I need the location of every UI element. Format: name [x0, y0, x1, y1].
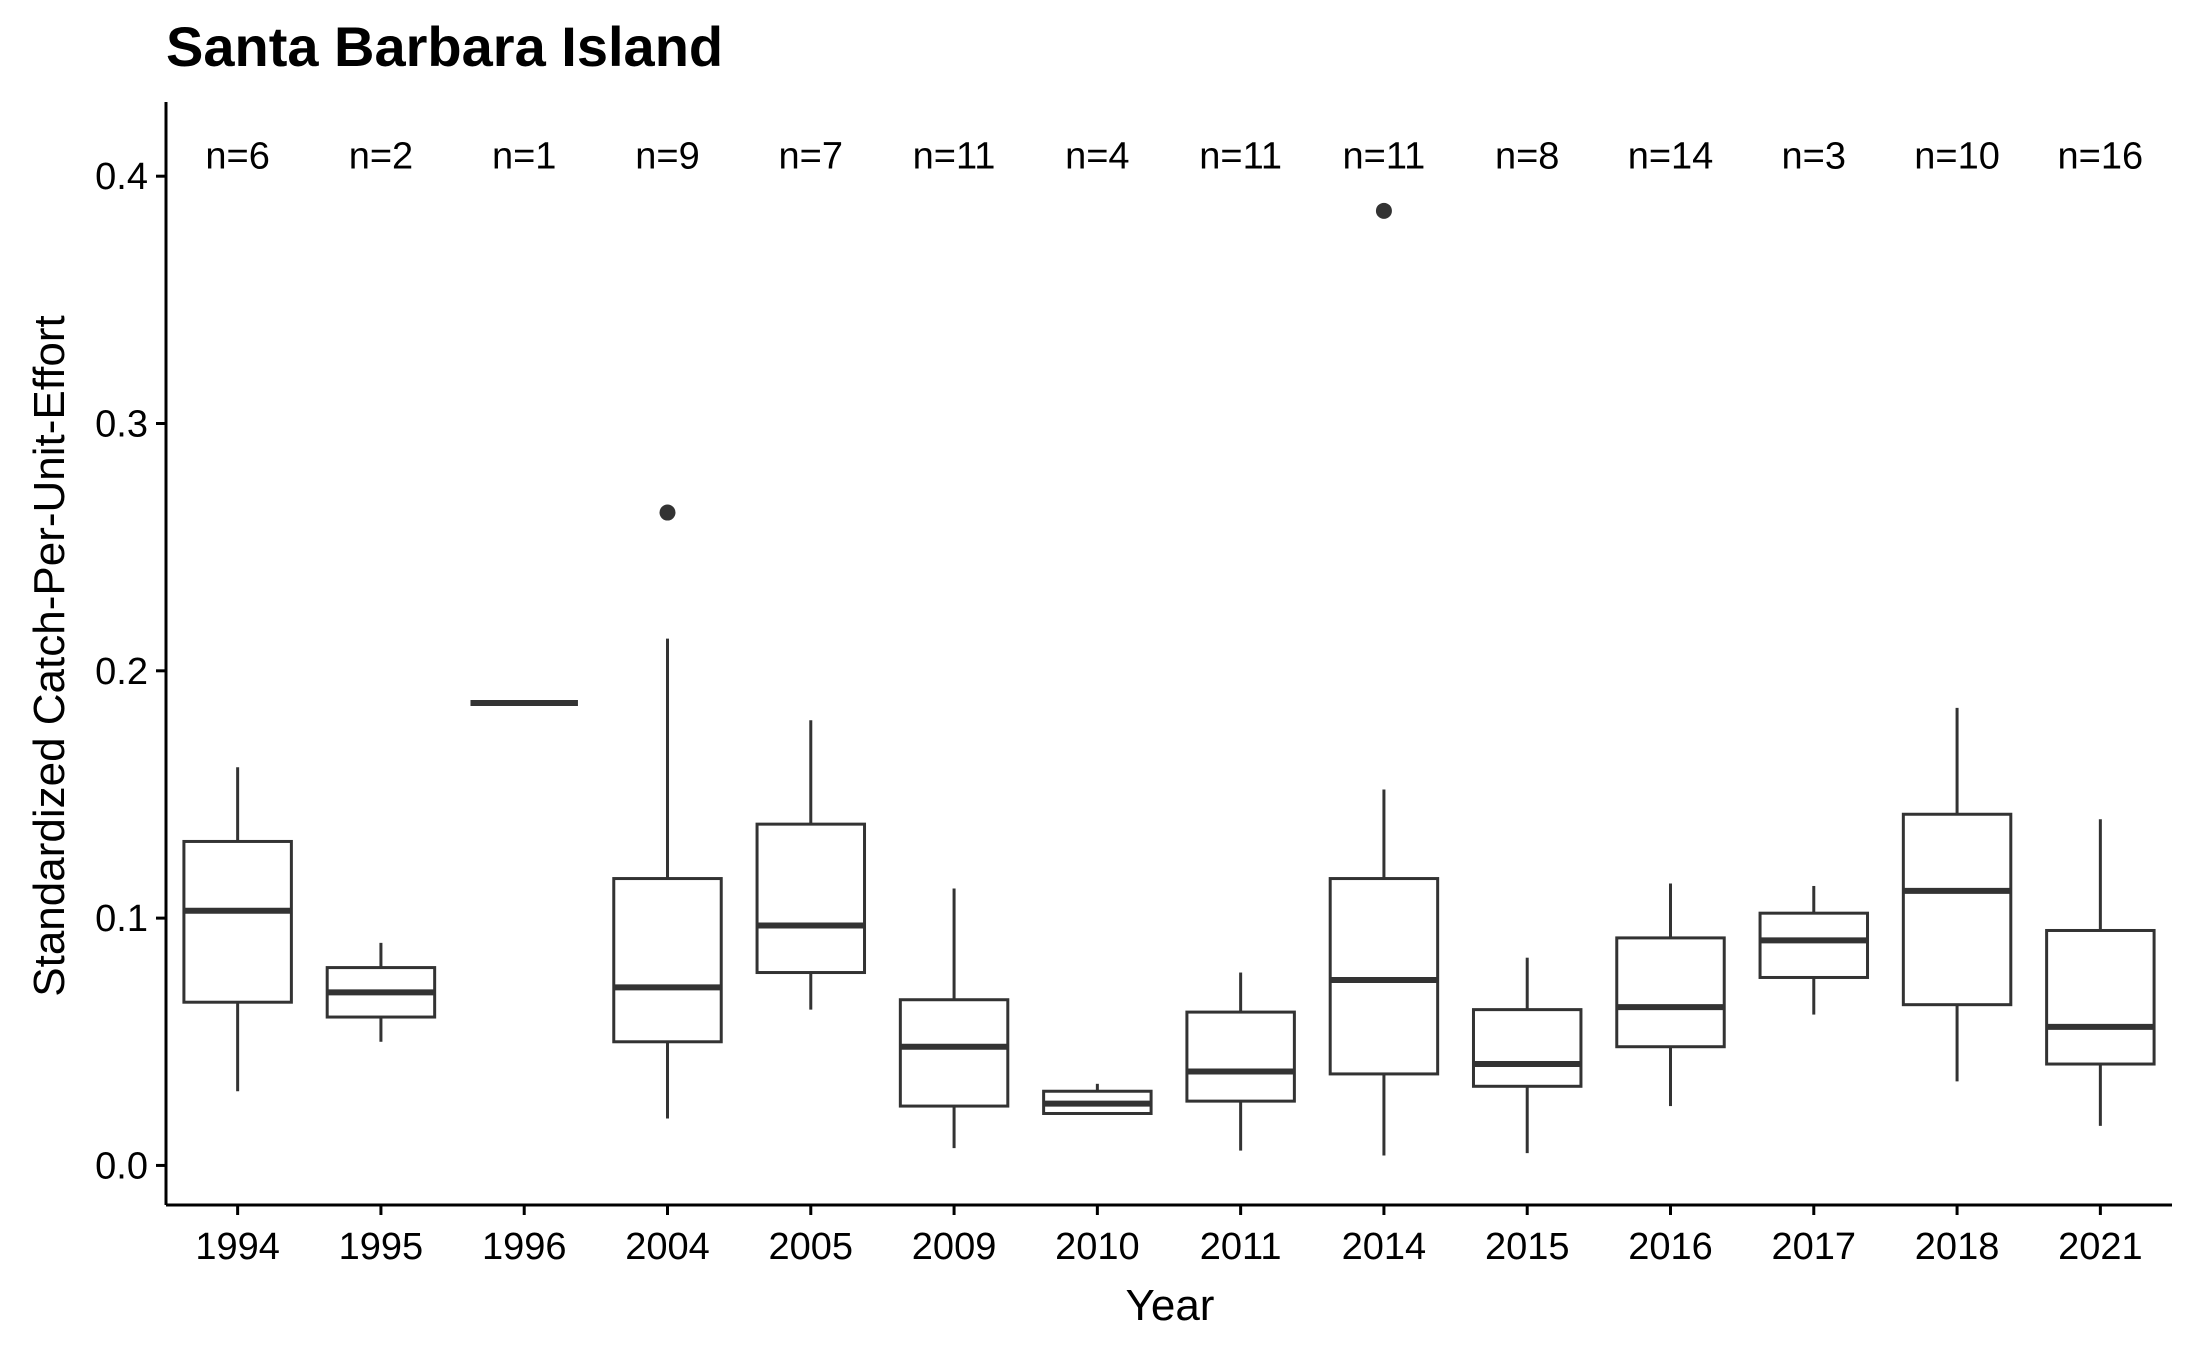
x-tick-label: 1996 — [482, 1226, 567, 1268]
iqr-box — [2045, 928, 2156, 1066]
box-2021 — [2045, 819, 2156, 1126]
n-label: n=10 — [1914, 135, 2000, 177]
x-tick-label: 2016 — [1628, 1226, 1713, 1268]
x-tick-label: 2004 — [625, 1226, 710, 1268]
y-axis-title: Standardized Catch-Per-Unit-Effort — [25, 315, 74, 996]
n-label: n=4 — [1065, 135, 1129, 177]
n-label: n=1 — [492, 135, 556, 177]
box-1995 — [325, 942, 437, 1042]
box-2010 — [1042, 1083, 1153, 1115]
iqr-box — [182, 839, 293, 1004]
box-2014 — [1328, 202, 1440, 1156]
iqr-box — [1615, 936, 1726, 1049]
x-tick-label: 2014 — [1342, 1226, 1427, 1268]
box-series — [182, 202, 2156, 1156]
sample-size-labels: n=6 n=2 n=1 n=9 n=7 n=11 n=4 n=11 n=11 n=8 n=14 n=3… — [205, 135, 2143, 177]
box-2011 — [1185, 972, 1296, 1151]
iqr-box — [1901, 812, 2013, 1007]
outlier-point — [659, 504, 676, 521]
x-tick-label: 2005 — [769, 1226, 854, 1268]
x-tick-label: 2011 — [1200, 1226, 1282, 1268]
n-label: n=11 — [913, 135, 996, 177]
outlier-point — [1375, 202, 1392, 219]
n-label: n=7 — [779, 135, 843, 177]
box-2015 — [1471, 957, 1583, 1154]
iqr-box — [898, 998, 1010, 1108]
x-tick-label: 2009 — [912, 1226, 997, 1268]
n-label: n=14 — [1628, 135, 1714, 177]
iqr-box — [1328, 877, 1440, 1076]
y-tick-label: 0.1 — [95, 898, 148, 940]
y-tick-label: 0.4 — [95, 156, 148, 198]
iqr-box — [1758, 911, 1870, 979]
x-tick-label: 2017 — [1772, 1226, 1857, 1268]
x-tick-label: 2015 — [1485, 1226, 1570, 1268]
n-label: n=2 — [349, 135, 413, 177]
y-axis: 0.0 0.1 0.2 0.3 0.4 — [95, 102, 168, 1205]
box-2018 — [1901, 707, 2013, 1082]
x-axis: 1994 1995 1996 2004 2005 2009 2010 2011 2014 2015… — [166, 1203, 2172, 1268]
n-label: n=9 — [635, 135, 699, 177]
box-2004 — [612, 504, 723, 1119]
n-label: n=16 — [2058, 135, 2144, 177]
box-2016 — [1615, 883, 1726, 1107]
iqr-box — [1185, 1010, 1296, 1103]
x-tick-label: 2018 — [1915, 1226, 2000, 1268]
x-tick-label: 2021 — [2058, 1226, 2143, 1268]
x-tick-label: 1995 — [339, 1226, 424, 1268]
n-label: n=3 — [1782, 135, 1846, 177]
x-tick-label: 1994 — [195, 1226, 280, 1268]
iqr-box — [612, 877, 723, 1044]
x-axis-title: Year — [1126, 1281, 1215, 1330]
y-tick-label: 0.0 — [95, 1145, 148, 1187]
n-label: n=8 — [1495, 135, 1559, 177]
box-2009 — [898, 888, 1010, 1149]
y-tick-label: 0.3 — [95, 404, 148, 446]
n-label: n=6 — [205, 135, 269, 177]
iqr-box — [1471, 1008, 1583, 1088]
n-label: n=11 — [1343, 135, 1426, 177]
iqr-box — [755, 822, 867, 975]
box-1994 — [182, 767, 293, 1092]
y-tick-label: 0.2 — [95, 651, 148, 693]
chart-title: Santa Barbara Island — [166, 15, 723, 78]
n-label: n=11 — [1199, 135, 1282, 177]
box-2017 — [1758, 885, 1870, 1015]
x-tick-label: 2010 — [1055, 1226, 1140, 1268]
box-2005 — [755, 720, 867, 1010]
